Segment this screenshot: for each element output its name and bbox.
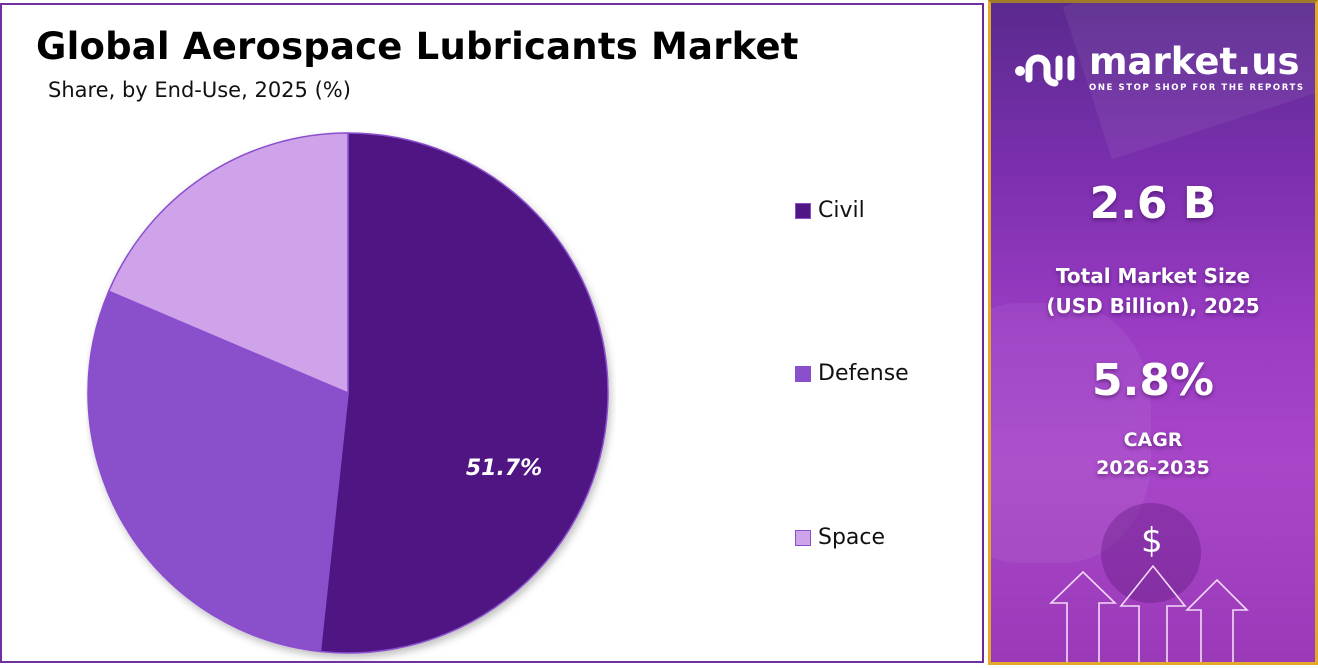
legend-swatch-civil — [795, 202, 811, 219]
legend-label: Defense — [818, 361, 909, 386]
growth-arrows-icon — [1049, 564, 1249, 662]
cagr-value: 5.8% — [1091, 355, 1215, 406]
background-coin-shape — [1101, 503, 1201, 603]
legend-item-civil[interactable]: Civil — [795, 198, 865, 223]
legend-item-defense[interactable]: Defense — [795, 361, 909, 386]
legend-label: Space — [818, 525, 886, 550]
chart-panel: Global Aerospace Lubricants Market Share… — [0, 3, 984, 663]
market-size-value: 2.6 B — [1089, 178, 1217, 229]
chart-subtitle: Share, by End-Use, 2025 (%) — [48, 78, 351, 102]
market-us-logo-icon — [1015, 54, 1075, 87]
background-shape — [991, 303, 1151, 563]
market-size-label-line2: (USD Billion), 2025 — [1046, 294, 1260, 318]
cagr-period: 2026-2035 — [1096, 457, 1210, 479]
chart-title: Global Aerospace Lubricants Market — [36, 25, 799, 68]
legend-label: Civil — [818, 198, 865, 223]
summary-sidebar: market.us ONE STOP SHOP FOR THE REPORTS … — [988, 0, 1318, 665]
market-size-label-line1: Total Market Size — [1055, 264, 1251, 288]
legend-swatch-space — [795, 529, 811, 546]
pie-slice-civil[interactable] — [319, 132, 609, 654]
brand-logo[interactable]: market.us ONE STOP SHOP FOR THE REPORTS — [1013, 43, 1305, 93]
brand-tagline: ONE STOP SHOP FOR THE REPORTS — [1089, 83, 1305, 93]
cagr-label: CAGR — [1123, 429, 1183, 451]
legend-item-space[interactable]: Space — [795, 525, 885, 550]
pie-slice-space[interactable] — [107, 132, 349, 395]
pie-data-label-civil: 51.7% — [466, 456, 542, 481]
pie-chart: 51.7% — [87, 132, 609, 654]
dollar-icon: $ — [1141, 521, 1163, 561]
legend-swatch-defense — [795, 365, 811, 382]
pie-slice-defense[interactable] — [87, 290, 349, 653]
brand-name: market.us — [1089, 40, 1300, 83]
